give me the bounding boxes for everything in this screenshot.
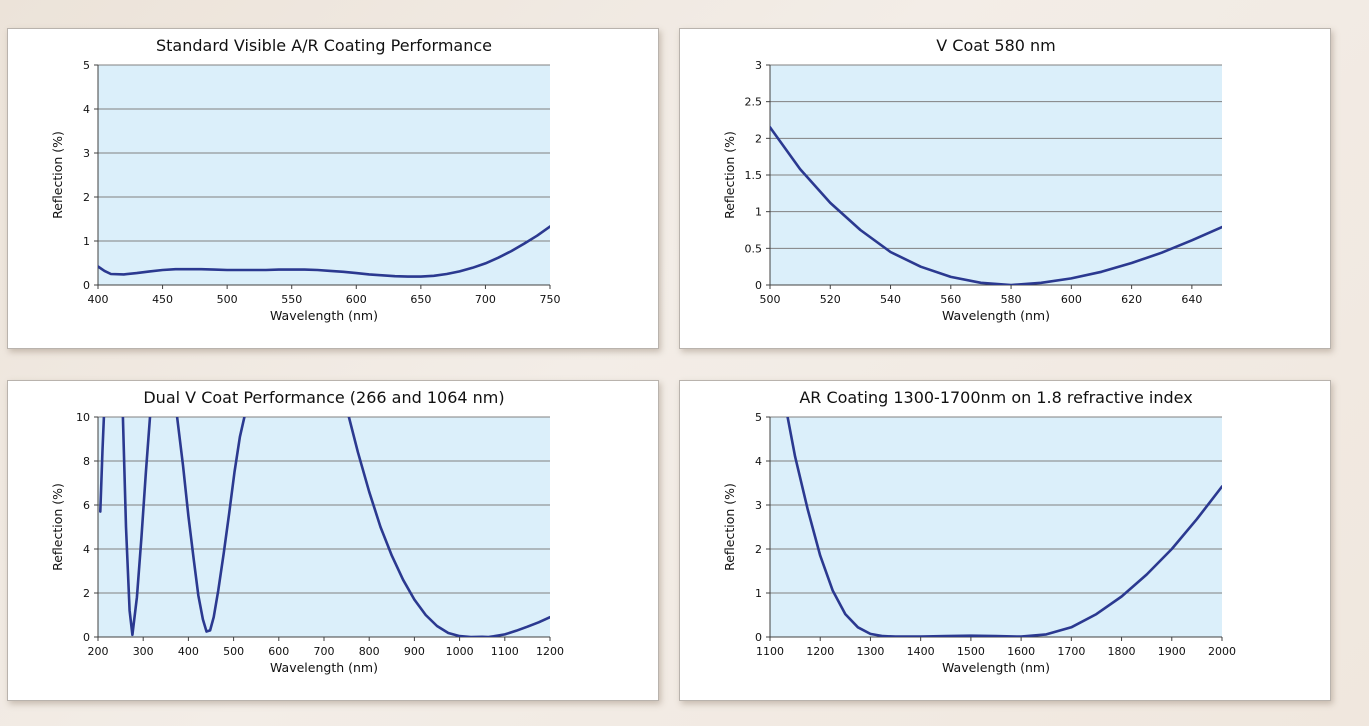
series-line-1 bbox=[98, 225, 550, 278]
x-tick-label-640: 640 bbox=[1181, 293, 1202, 306]
x-tick-label-500: 500 bbox=[223, 645, 244, 658]
y-axis-label: Reflection (%) bbox=[50, 483, 65, 571]
y-axis-label: Reflection (%) bbox=[50, 131, 65, 219]
plot-area bbox=[98, 65, 550, 285]
y-tick-label-6: 6 bbox=[83, 499, 90, 512]
x-tick-label-1200: 1200 bbox=[806, 645, 834, 658]
chart-svg: Dual V Coat Performance (266 and 1064 nm… bbox=[50, 388, 564, 675]
chart-svg: AR Coating 1300-1700nm on 1.8 refractive… bbox=[722, 388, 1236, 675]
x-tick-label-1000: 1000 bbox=[446, 645, 474, 658]
x-tick-label-800: 800 bbox=[359, 645, 380, 658]
y-tick-label-4: 4 bbox=[755, 455, 762, 468]
x-tick-label-520: 520 bbox=[820, 293, 841, 306]
x-tick-label-540: 540 bbox=[880, 293, 901, 306]
chart-panel-v-coat-580: V Coat 580 nm 0 0.5 1 1.5 2 2.5 3 500 520 540 560 58… bbox=[679, 28, 1331, 349]
y-tick-label-2-5: 2.5 bbox=[745, 96, 763, 109]
x-tick-label-560: 560 bbox=[940, 293, 961, 306]
x-tick-label-500: 500 bbox=[217, 293, 238, 306]
y-tick-label-2: 2 bbox=[83, 191, 90, 204]
x-tick-label-1400: 1400 bbox=[907, 645, 935, 658]
x-axis-label: Wavelength (nm) bbox=[942, 660, 1050, 675]
chart-title: AR Coating 1300-1700nm on 1.8 refractive… bbox=[799, 388, 1192, 407]
y-tick-label-0: 0 bbox=[755, 631, 762, 644]
y-tick-label-0: 0 bbox=[83, 279, 90, 292]
chart-title: Standard Visible A/R Coating Performance bbox=[156, 36, 492, 55]
series-line-2 bbox=[121, 417, 152, 637]
y-tick-label-3: 3 bbox=[755, 59, 762, 72]
x-tick-label-1500: 1500 bbox=[957, 645, 985, 658]
chart-title: Dual V Coat Performance (266 and 1064 nm… bbox=[143, 388, 504, 407]
y-tick-label-2: 2 bbox=[755, 543, 762, 556]
x-tick-label-1200: 1200 bbox=[536, 645, 564, 658]
chart-title: V Coat 580 nm bbox=[936, 36, 1056, 55]
x-tick-label-400: 400 bbox=[178, 645, 199, 658]
series-line-4 bbox=[347, 417, 550, 637]
series-line-3 bbox=[175, 417, 246, 633]
x-axis-label: Wavelength (nm) bbox=[270, 660, 378, 675]
x-tick-label-600: 600 bbox=[1061, 293, 1082, 306]
x-tick-label-620: 620 bbox=[1121, 293, 1142, 306]
x-tick-label-900: 900 bbox=[404, 645, 425, 658]
y-tick-label-5: 5 bbox=[755, 411, 762, 424]
x-tick-label-450: 450 bbox=[152, 293, 173, 306]
x-tick-label-600: 600 bbox=[268, 645, 289, 658]
x-axis-label: Wavelength (nm) bbox=[942, 308, 1050, 323]
x-tick-label-2000: 2000 bbox=[1208, 645, 1236, 658]
plot-area bbox=[98, 417, 550, 637]
y-tick-label-0-5: 0.5 bbox=[745, 242, 763, 255]
x-tick-label-1100: 1100 bbox=[491, 645, 519, 658]
y-tick-label-0: 0 bbox=[83, 631, 90, 644]
x-tick-label-1800: 1800 bbox=[1108, 645, 1136, 658]
y-tick-label-0: 0 bbox=[755, 279, 762, 292]
y-tick-label-2: 2 bbox=[83, 587, 90, 600]
y-tick-label-1: 1 bbox=[755, 587, 762, 600]
y-axis-label: Reflection (%) bbox=[722, 483, 737, 571]
x-tick-label-650: 650 bbox=[410, 293, 431, 306]
x-tick-label-700: 700 bbox=[475, 293, 496, 306]
y-tick-label-3: 3 bbox=[83, 147, 90, 160]
y-tick-label-10: 10 bbox=[76, 411, 90, 424]
chart-svg: Standard Visible A/R Coating Performance… bbox=[50, 36, 561, 323]
series-line-1 bbox=[99, 417, 106, 513]
y-tick-label-2: 2 bbox=[755, 132, 762, 145]
y-tick-label-4: 4 bbox=[83, 103, 90, 116]
x-tick-label-700: 700 bbox=[314, 645, 335, 658]
x-axis-label: Wavelength (nm) bbox=[270, 308, 378, 323]
y-tick-label-8: 8 bbox=[83, 455, 90, 468]
chart-svg: V Coat 580 nm 0 0.5 1 1.5 2 2.5 3 500 520 540 560 58… bbox=[722, 36, 1222, 323]
chart-panel-ar-coating-1300-1700: AR Coating 1300-1700nm on 1.8 refractive… bbox=[679, 380, 1331, 701]
x-tick-label-1700: 1700 bbox=[1057, 645, 1085, 658]
x-tick-label-500: 500 bbox=[760, 293, 781, 306]
x-tick-label-1100: 1100 bbox=[756, 645, 784, 658]
plot-area bbox=[770, 417, 1222, 637]
x-tick-label-400: 400 bbox=[88, 293, 109, 306]
x-tick-label-550: 550 bbox=[281, 293, 302, 306]
x-tick-label-750: 750 bbox=[540, 293, 561, 306]
y-tick-label-4: 4 bbox=[83, 543, 90, 556]
x-tick-label-1900: 1900 bbox=[1158, 645, 1186, 658]
x-tick-label-200: 200 bbox=[88, 645, 109, 658]
y-tick-label-5: 5 bbox=[83, 59, 90, 72]
x-tick-label-600: 600 bbox=[346, 293, 367, 306]
y-tick-label-1: 1 bbox=[83, 235, 90, 248]
series-line-1 bbox=[786, 417, 1222, 637]
chart-panel-dual-v-coat: Dual V Coat Performance (266 and 1064 nm… bbox=[7, 380, 659, 701]
x-tick-label-580: 580 bbox=[1001, 293, 1022, 306]
x-tick-label-300: 300 bbox=[133, 645, 154, 658]
y-axis-label: Reflection (%) bbox=[722, 131, 737, 219]
y-tick-label-3: 3 bbox=[755, 499, 762, 512]
chart-panel-standard-visible: Standard Visible A/R Coating Performance… bbox=[7, 28, 659, 349]
x-tick-label-1300: 1300 bbox=[856, 645, 884, 658]
x-tick-label-1600: 1600 bbox=[1007, 645, 1035, 658]
y-tick-label-1-5: 1.5 bbox=[745, 169, 763, 182]
series-line-1 bbox=[770, 126, 1222, 285]
y-tick-label-1: 1 bbox=[755, 206, 762, 219]
